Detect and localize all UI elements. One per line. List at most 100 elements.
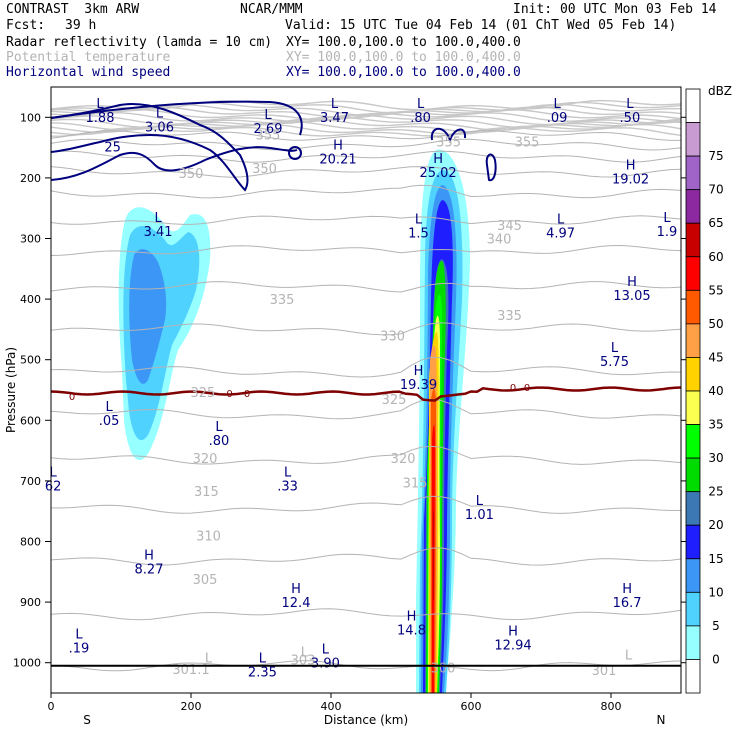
wind-extremum-value-16: 19.39: [400, 378, 437, 393]
x-tick-label-3: 600: [461, 700, 482, 713]
y-tick-label-5: 600: [20, 414, 41, 427]
wind-extremum-type-25: H: [407, 609, 417, 624]
wind-extremum-type-27: L: [75, 627, 83, 642]
theta-contour-13: [51, 138, 681, 151]
theta-contour-18: [51, 244, 681, 256]
wind-extremum-type-28: L: [259, 652, 267, 667]
wind-contour-layer: [51, 100, 681, 402]
field-reflectivity-name: Radar reflectivity (lamda = 10 cm): [6, 35, 273, 50]
wind-extremum-value-21: 1.01: [465, 508, 494, 523]
plot-frame: [50, 86, 682, 694]
wind-extremum-value-10: 1.9: [657, 225, 678, 240]
wind-extremum-type-16: H: [414, 364, 424, 379]
colorbar-swatch-2: [685, 591, 701, 627]
direction-right: N: [657, 713, 666, 727]
wind-extremum-value-0: 1.88: [86, 111, 115, 126]
wind-extremum-type-11: L: [154, 211, 162, 226]
wind-extremum-type-7: H: [333, 138, 343, 153]
wind-contour-label-0: 25: [104, 141, 121, 156]
wind-extremum-value-20: .33: [277, 480, 298, 495]
theta-label-5: 345: [497, 219, 522, 234]
fcst-value: 39 h: [65, 18, 97, 33]
wind-extremum-type-17: L: [105, 400, 113, 415]
wind-extremum-type-21: L: [476, 494, 484, 509]
wind-extremum-value-9: 19.02: [612, 172, 649, 187]
colorbar-swatch-11: [685, 289, 701, 325]
wind-extremum-type-6: L: [626, 97, 634, 112]
wind-contour-label-3: 0: [244, 389, 250, 400]
theta-label-13: 320: [391, 452, 416, 467]
theta-contour-20: [51, 322, 681, 336]
colorbar-level-40: 40: [708, 384, 723, 398]
upper-cloud-15dbz: [129, 249, 167, 384]
wind-extremum-value-26: 12.94: [494, 638, 531, 653]
wind-extremum-value-6: .50: [620, 111, 641, 126]
theta-contour-21: [51, 356, 681, 378]
y-tick-label-4: 500: [20, 354, 41, 367]
wind-extremum-type-1: L: [156, 106, 164, 121]
reflectivity-fill-layer: [118, 149, 470, 693]
wind-extremum-type-2: L: [264, 108, 272, 123]
colorbar-swatch-13: [685, 222, 701, 258]
theta-label-7: 335: [270, 293, 295, 308]
wind-extremum-value-13: 4.97: [546, 226, 575, 241]
theta-label-9: 330: [380, 329, 405, 344]
colorbar-swatch-15: [685, 155, 701, 191]
wind-extremum-type-4: L: [417, 97, 425, 112]
theta-contour-19: [51, 281, 681, 293]
field-theta-name: Potential temperature: [6, 50, 171, 65]
theta-label-21: 301: [592, 664, 617, 679]
colorbar-level-30: 30: [708, 451, 723, 465]
colorbar-swatch-4: [685, 524, 701, 560]
colorbar-level-0: 0: [712, 652, 720, 666]
colorbar-level-55: 55: [708, 283, 723, 297]
theta-extremum-type-0: L: [205, 652, 213, 667]
wind-extremum-value-23: 12.4: [282, 596, 311, 611]
colorbar-level-70: 70: [708, 183, 723, 197]
wind-contour-label-4: 0: [510, 383, 516, 394]
wind-extremum-value-27: .19: [69, 641, 90, 656]
y-tick-label-6: 700: [20, 475, 41, 488]
colorbar-level-75: 75: [708, 149, 723, 163]
wind-contour-label-5: 0: [524, 383, 530, 394]
field-wind-name: Horizontal wind speed: [6, 65, 171, 80]
axes-layer: 100 200 300 400 500 600 700 800 900 1000 0 200 400 60…: [4, 86, 686, 727]
wind-extremum-type-19: L: [49, 466, 57, 481]
wind-extremum-type-0: L: [96, 97, 104, 112]
theta-extremum-type-1: L: [301, 646, 309, 661]
wind-extremum-type-29: L: [322, 643, 330, 658]
theta-label-15: 315: [403, 477, 428, 492]
wind-extremum-type-23: H: [291, 582, 301, 597]
wind-extremum-value-29: 3.90: [311, 657, 340, 672]
reflectivity-column-12: [433, 508, 434, 600]
wind-extremum-type-22: H: [144, 549, 154, 564]
wind-contour-25-south: [51, 146, 298, 181]
wind-extremum-value-8: 25.02: [419, 166, 456, 181]
wind-contour-25-core: [430, 127, 467, 144]
colorbar-swatch-17: [685, 88, 701, 123]
theta-label-6: 340: [487, 233, 512, 248]
colorbar-level-10: 10: [708, 585, 723, 599]
colorbar-level-50: 50: [708, 317, 723, 331]
y-axis-title: Pressure (hPa): [4, 347, 18, 433]
theta-label-14: 315: [194, 485, 219, 500]
colorbar-level-65: 65: [708, 216, 723, 230]
theta-label-1: 355: [436, 136, 461, 151]
theta-label-10: 325: [190, 386, 215, 401]
wind-extremum-type-9: H: [626, 158, 636, 173]
y-tick-label-1: 200: [20, 172, 41, 185]
field-wind-xy: XY= 100.0,100.0 to 100.0,400.0: [286, 65, 521, 80]
wind-extremum-value-2: 2.69: [254, 122, 283, 137]
field-reflectivity-xy: XY= 100.0,100.0 to 100.0,400.0: [286, 35, 521, 50]
theta-label-16: 310: [196, 529, 221, 544]
wind-extremum-value-24: 16.7: [613, 596, 642, 611]
theta-contour-layer: [51, 99, 681, 672]
wind-contour-label-1: 0: [69, 392, 75, 403]
theta-label-3: 350: [179, 167, 204, 182]
theta-label-11: 325: [382, 393, 407, 408]
wind-contour-25-blob: [485, 153, 497, 182]
colorbar-swatch-0: [685, 659, 701, 694]
theta-label-0: 355: [256, 128, 281, 143]
colorbar-swatch-8: [685, 390, 701, 425]
wind-extremum-type-8: H: [433, 152, 443, 167]
